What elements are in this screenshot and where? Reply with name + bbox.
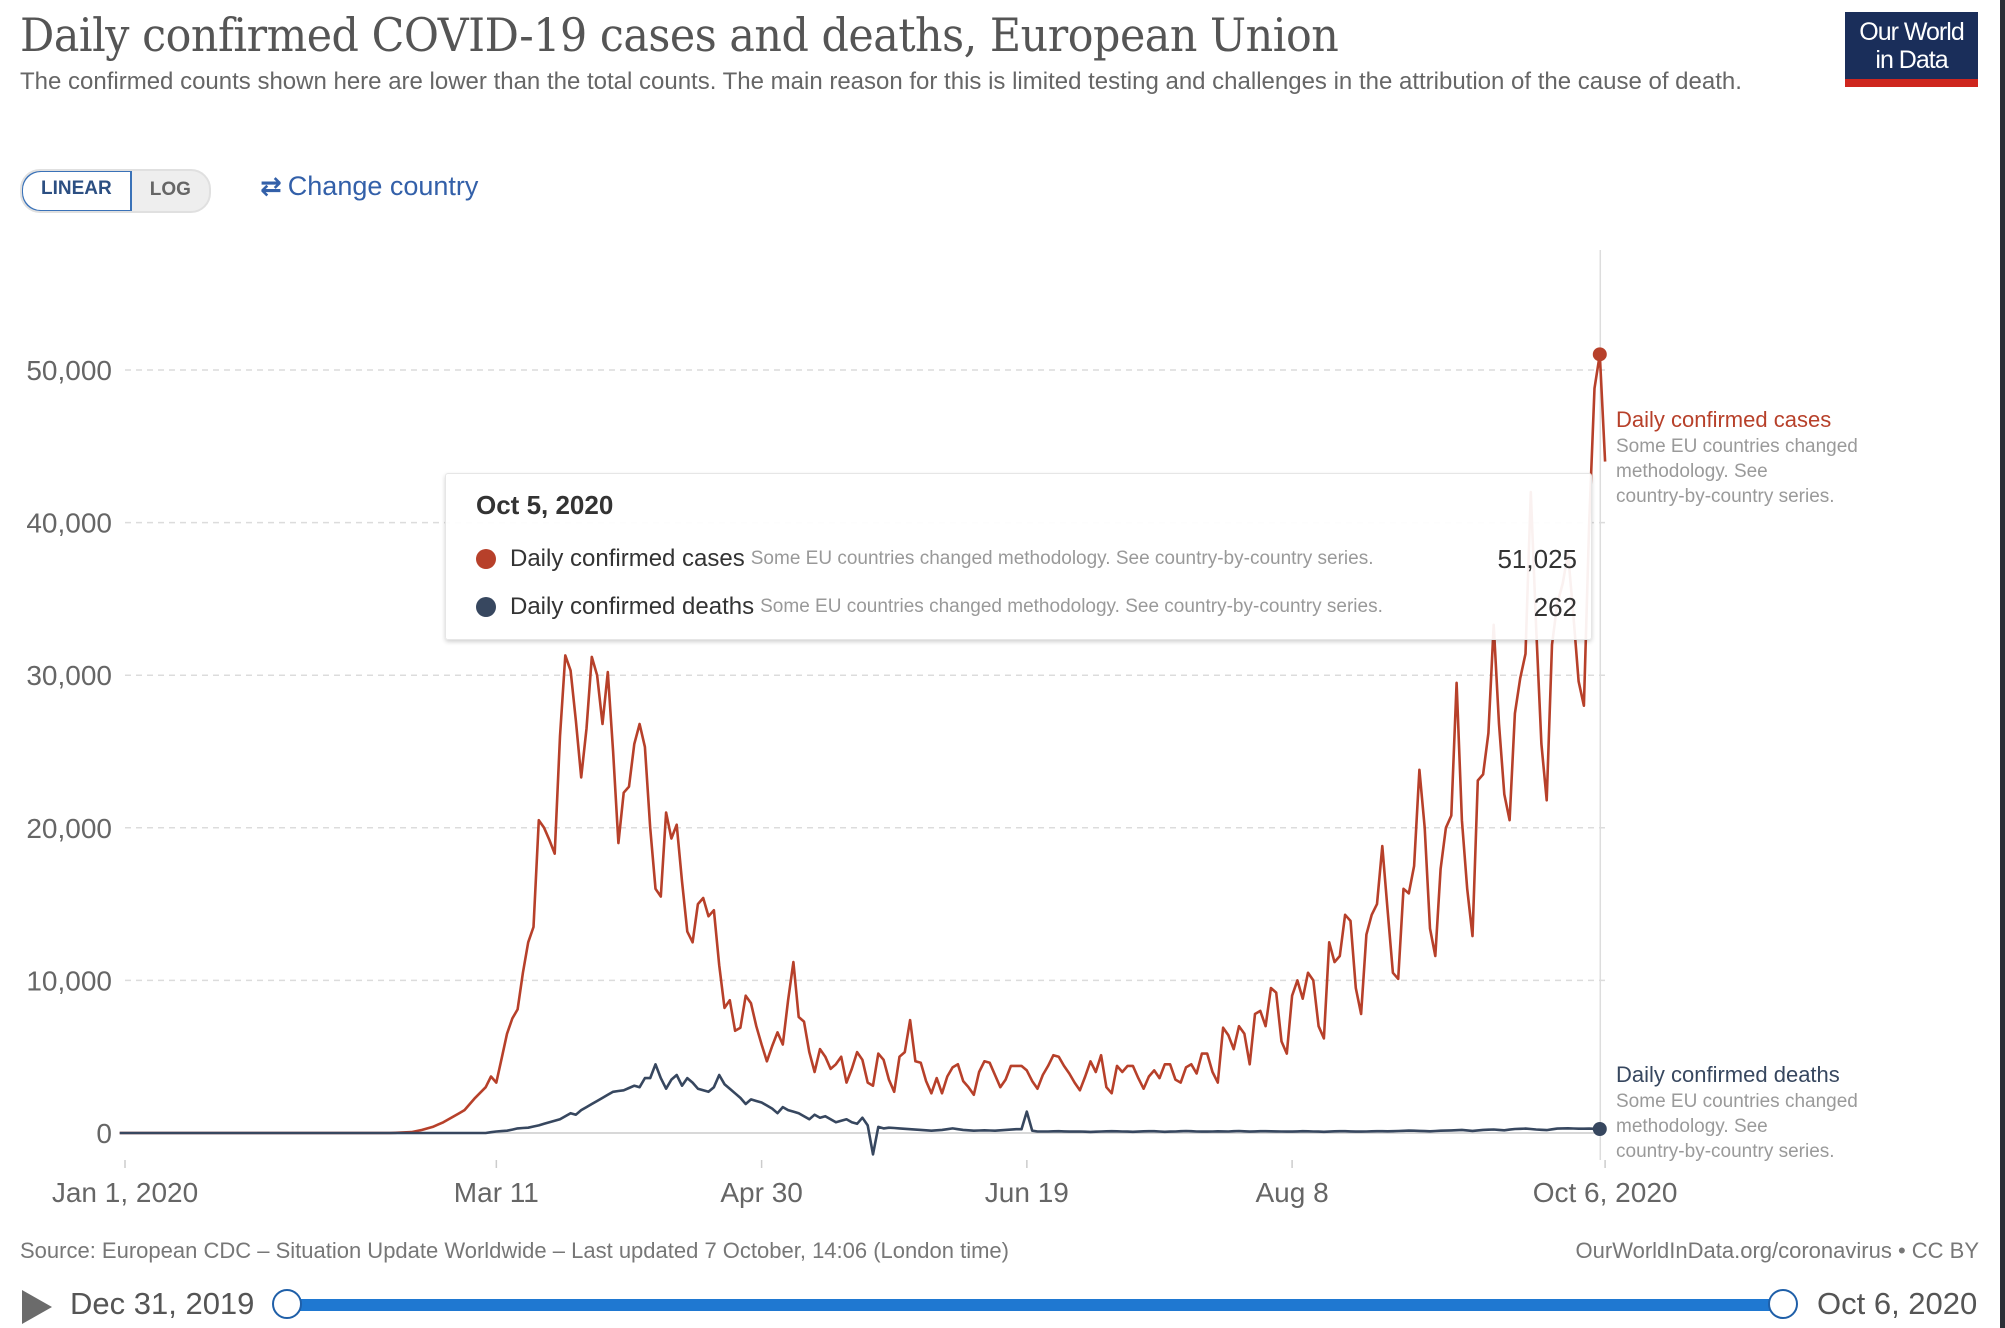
y-tick-label: 20,000 [26, 813, 112, 844]
tooltip-series-value: 51,025 [1497, 543, 1577, 574]
line-chart[interactable]: 0 10,000 20,000 30,000 40,000 50,000 Jan 1, 2… [0, 0, 2000, 1228]
end-label-note: country-by-country series. [1616, 1141, 1835, 1162]
end-label-note: Some EU countries changed [1616, 436, 1858, 457]
tooltip-row-deaths: Daily confirmed deaths Some EU countries… [476, 583, 1577, 631]
y-axis-tick-labels: 0 10,000 20,000 30,000 40,000 50,000 [26, 355, 112, 1149]
owid-url-link[interactable]: OurWorldInData.org/coronavirus • CC BY [1575, 1238, 1979, 1263]
y-tick-label: 10,000 [26, 965, 112, 996]
tooltip-series-note: Some EU countries changed methodology. S… [750, 548, 1374, 569]
x-tick-label: Aug 8 [1256, 1177, 1329, 1208]
scale-toggle: LINEAR LOG [20, 169, 211, 213]
tooltip-series-note: Some EU countries changed methodology. S… [760, 596, 1383, 617]
tooltip-series-value: 262 [1533, 591, 1577, 622]
owid-logo[interactable]: Our World in Data [1845, 12, 1978, 87]
tooltip-row-cases: Daily confirmed cases Some EU countries … [476, 535, 1577, 583]
deaths-color-dot [476, 597, 496, 617]
source-note: Source: European CDC – Situation Update … [20, 1238, 1009, 1263]
window-edge [2000, 0, 2005, 1328]
change-country-button[interactable]: ⇄ Change country [260, 171, 478, 202]
linear-scale-button[interactable]: LINEAR [21, 171, 132, 211]
end-label-note: methodology. See [1616, 461, 1768, 482]
end-label-deaths: Daily confirmed deaths Some EU countries … [1616, 1062, 1858, 1162]
tooltip-series-name: Daily confirmed deaths [510, 593, 755, 620]
timeline: Dec 31, 2019 Oct 6, 2020 [0, 1280, 2000, 1328]
end-label-note: Some EU countries changed [1616, 1091, 1858, 1112]
x-tick-label: Jan 1, 2020 [52, 1177, 198, 1208]
hover-tooltip: Oct 5, 2020 Daily confirmed cases Some E… [445, 473, 1592, 640]
x-tick-label: Mar 11 [454, 1177, 539, 1208]
end-label-title: Daily confirmed cases [1616, 407, 1831, 432]
series-line-cases [119, 353, 1607, 1135]
chart-subtitle: The confirmed counts shown here are lowe… [20, 68, 1742, 95]
timeline-end-handle[interactable] [1768, 1289, 1798, 1319]
x-tick-label: Jun 19 [985, 1177, 1069, 1208]
y-tick-label: 30,000 [26, 660, 112, 691]
cases-color-dot [476, 549, 496, 569]
series-lines [119, 347, 1607, 1156]
timeline-start-date: Dec 31, 2019 [70, 1286, 255, 1321]
x-tick-label: Apr 30 [720, 1177, 803, 1208]
log-scale-button[interactable]: LOG [149, 179, 191, 200]
series-end-labels: Daily confirmed cases Some EU countries c… [1616, 407, 1858, 1162]
timeline-start-handle[interactable] [272, 1289, 302, 1319]
chart-title: Daily confirmed COVID-19 cases and death… [20, 8, 1339, 62]
x-tick-label: Oct 6, 2020 [1533, 1177, 1678, 1208]
logo-line-2: in Data [1875, 46, 1948, 74]
timeline-track[interactable] [287, 1299, 1783, 1311]
y-tick-label: 0 [96, 1118, 112, 1149]
change-country-label: Change country [287, 171, 479, 201]
x-axis-ticks: Jan 1, 2020 Mar 11 Apr 30 Jun 19 Aug 8 Oct 6,… [52, 1160, 1678, 1208]
play-icon[interactable] [22, 1290, 52, 1324]
tooltip-date: Oct 5, 2020 [476, 490, 614, 520]
swap-arrows-icon: ⇄ [260, 171, 282, 201]
timeline-end-date: Oct 6, 2020 [1817, 1286, 1978, 1321]
series-line-deaths [119, 1063, 1606, 1156]
y-tick-label: 40,000 [26, 508, 112, 539]
end-label-note: country-by-country series. [1616, 486, 1835, 507]
hover-point-deaths [1592, 1122, 1607, 1137]
hover-point-cases [1592, 347, 1607, 362]
logo-line-1: Our World [1859, 18, 1964, 46]
end-label-title: Daily confirmed deaths [1616, 1062, 1840, 1087]
tooltip-series-name: Daily confirmed cases [510, 545, 745, 572]
end-label-note: methodology. See [1616, 1116, 1768, 1137]
end-label-cases: Daily confirmed cases Some EU countries c… [1616, 407, 1858, 507]
y-tick-label: 50,000 [26, 355, 112, 386]
